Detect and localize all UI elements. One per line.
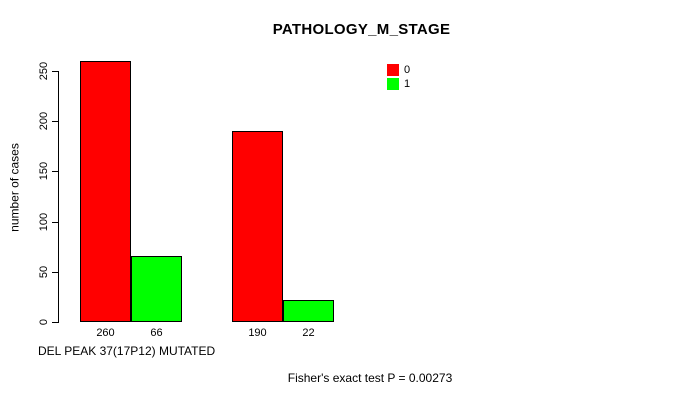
- bar-value-label: 22: [302, 327, 315, 339]
- bar-series-0-group-2: [232, 131, 283, 322]
- bar-series-1-group-2: [283, 300, 334, 322]
- y-tick-mark: [52, 121, 58, 122]
- y-tick-mark: [52, 171, 58, 172]
- y-axis-line: [58, 71, 59, 323]
- y-tick-label: 100: [38, 212, 50, 232]
- legend-swatch-green: [387, 78, 399, 90]
- bar-value-label: 260: [96, 327, 115, 339]
- y-axis-title: number of cases: [7, 143, 22, 232]
- y-tick-label: 50: [38, 265, 50, 279]
- legend-item-0: 0: [387, 63, 410, 77]
- y-tick-label: 0: [38, 318, 50, 326]
- bar-series-0-group-1: [80, 61, 131, 322]
- y-tick-mark: [52, 272, 58, 273]
- bar-series-1-group-1: [131, 256, 182, 322]
- y-tick-label: 200: [38, 111, 50, 131]
- y-tick-mark: [52, 222, 58, 223]
- y-tick-mark: [52, 322, 58, 323]
- legend-label: 0: [404, 64, 411, 76]
- legend-label: 1: [404, 78, 411, 90]
- x-axis-title: DEL PEAK 37(17P12) MUTATED: [38, 344, 216, 358]
- fisher-test-annotation: Fisher's exact test P = 0.00273: [287, 371, 453, 385]
- bar-value-label: 190: [248, 327, 267, 339]
- bar-value-label: 66: [150, 327, 163, 339]
- legend-swatch-red: [387, 64, 399, 76]
- chart-title: PATHOLOGY_M_STAGE: [272, 21, 451, 38]
- legend-item-1: 1: [387, 77, 410, 91]
- y-tick-label: 250: [38, 61, 50, 81]
- y-tick-label: 150: [38, 161, 50, 181]
- legend: 0 1: [387, 63, 410, 91]
- y-tick-mark: [52, 71, 58, 72]
